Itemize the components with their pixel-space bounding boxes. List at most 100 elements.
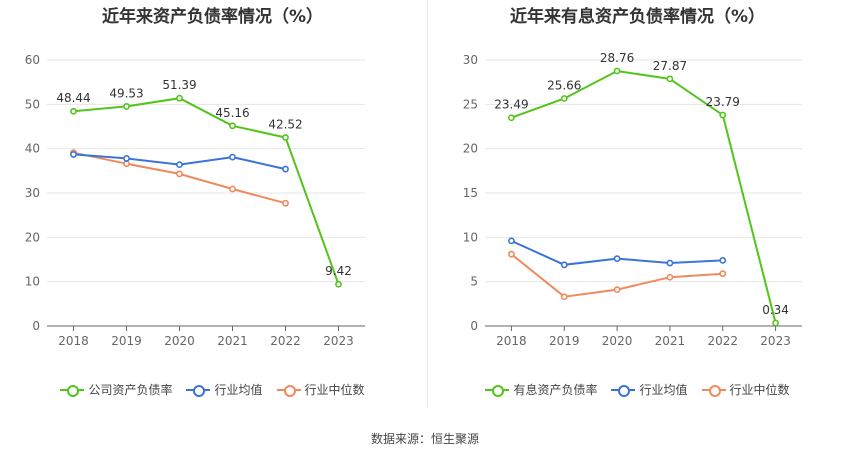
x-tick-label: 2021: [655, 334, 686, 348]
data-point: [176, 170, 183, 178]
legend-swatch-icon: [701, 384, 726, 397]
interest-debt-ratio-line-chart: 0 5 10 15 20 25 30 2018 2019 2020 2021 2022 2023 23.4…: [463, 51, 802, 348]
legend-swatch-icon: [60, 384, 85, 397]
series-line-2: [73, 151, 286, 205]
chart-legend: 有息资产负债率 行业均值 行业中位数: [425, 381, 850, 398]
data-point: [229, 185, 236, 193]
data-point: [123, 103, 130, 110]
y-tick-label: 5: [470, 275, 478, 289]
data-label: 9.42: [325, 264, 352, 278]
legend-item-2[interactable]: 行业中位数: [276, 381, 365, 398]
data-label: 28.76: [600, 51, 634, 65]
data-label: 48.44: [56, 91, 90, 105]
x-tick-label: 2019: [549, 334, 580, 348]
legend-swatch-icon: [276, 384, 301, 397]
data-point: [560, 95, 568, 102]
data-label: 27.87: [653, 59, 687, 73]
legend-swatch-icon: [485, 384, 510, 397]
data-label: 42.52: [268, 117, 302, 131]
legend-label: 公司资产负债率: [88, 383, 173, 397]
data-point: [508, 114, 515, 122]
panel-divider: [427, 0, 428, 408]
legend-label: 有息资产负债率: [513, 383, 598, 397]
data-point: [666, 75, 674, 83]
data-label: 51.39: [162, 78, 196, 92]
data-point: [719, 111, 727, 119]
series-line-0: [511, 69, 777, 324]
data-point: [772, 319, 779, 327]
data-point: [719, 270, 727, 278]
chart-panel-interest-debt-ratio: 近年来有息资产负债率情况（%） 0 5 10 15 20 25 30 2018 2019 2020…: [425, 0, 850, 420]
legend-item-2[interactable]: 行业中位数: [701, 381, 790, 398]
x-tick-label: 2022: [707, 334, 738, 348]
data-point: [229, 153, 236, 161]
legend-label: 行业均值: [214, 383, 263, 397]
y-tick-label: 0: [32, 319, 40, 333]
data-label: 23.79: [706, 95, 740, 109]
legend-label: 行业均值: [639, 383, 688, 397]
y-tick-label: 50: [25, 97, 40, 111]
y-tick-label: 20: [25, 230, 40, 244]
legend-label: 行业中位数: [304, 383, 365, 397]
data-point: [123, 160, 130, 168]
y-tick-label: 30: [463, 53, 478, 67]
y-tick-label: 10: [463, 230, 478, 244]
data-point: [508, 250, 515, 258]
data-point: [282, 134, 289, 141]
y-tick-label: 25: [463, 97, 478, 111]
chart-legend: 公司资产负债率 行业均值 行业中位数: [0, 381, 425, 398]
data-label: 25.66: [547, 78, 581, 92]
y-tick-label: 30: [25, 186, 40, 200]
chart-title: 近年来有息资产负债率情况（%）: [509, 7, 766, 27]
x-tick-label: 2022: [270, 334, 301, 348]
y-tick-label: 15: [463, 186, 478, 200]
data-point: [666, 259, 674, 267]
data-point: [70, 151, 77, 158]
legend-item-1[interactable]: 行业均值: [611, 381, 688, 398]
data-point: [613, 255, 621, 263]
legend-item-0[interactable]: 有息资产负债率: [485, 381, 597, 398]
chart-title: 近年来资产负债率情况（%）: [101, 7, 324, 27]
data-label: 49.53: [109, 86, 143, 100]
chart-panel-debt-ratio: 近年来资产负债率情况（%） 0 10 20 30 40 50 60 2018 2019 2020 2…: [0, 0, 425, 420]
series-line-0: [73, 97, 340, 285]
y-tick-label: 0: [470, 319, 478, 333]
data-point: [560, 261, 568, 269]
legend-label: 行业中位数: [729, 383, 790, 397]
y-tick-label: 60: [25, 53, 40, 67]
x-tick-label: 2020: [164, 334, 195, 348]
data-point: [719, 256, 727, 264]
data-point: [613, 67, 621, 75]
x-tick-label: 2023: [760, 334, 791, 348]
legend-swatch-icon: [186, 384, 211, 397]
legend-item-1[interactable]: 行业均值: [186, 381, 263, 398]
data-point: [282, 165, 289, 173]
data-label: 23.49: [494, 98, 528, 112]
legend-swatch-icon: [611, 384, 636, 397]
legend-item-0[interactable]: 公司资产负债率: [60, 381, 172, 398]
data-point: [70, 107, 77, 115]
debt-ratio-line-chart: 0 10 20 30 40 50 60 2018 2019 2020 2021 2022 2023 48.…: [25, 53, 365, 348]
data-point: [613, 286, 621, 294]
x-tick-label: 2018: [58, 334, 89, 348]
data-point: [666, 273, 674, 281]
data-point: [560, 293, 568, 301]
x-tick-label: 2021: [217, 334, 248, 348]
y-tick-label: 20: [463, 142, 478, 156]
x-tick-label: 2020: [602, 334, 633, 348]
x-tick-label: 2019: [111, 334, 142, 348]
data-point: [508, 237, 515, 245]
data-label: 0.34: [762, 303, 789, 317]
data-point: [176, 161, 183, 169]
data-point: [176, 94, 183, 102]
y-tick-label: 40: [25, 142, 40, 156]
data-point: [229, 122, 236, 130]
x-tick-label: 2023: [323, 334, 354, 348]
data-point: [282, 199, 289, 207]
x-tick-label: 2018: [496, 334, 527, 348]
data-label: 45.16: [215, 106, 249, 120]
data-point: [123, 155, 130, 162]
data-point: [335, 280, 342, 288]
y-tick-label: 10: [25, 275, 40, 289]
data-source-note: 数据来源：恒生聚源: [370, 432, 479, 446]
